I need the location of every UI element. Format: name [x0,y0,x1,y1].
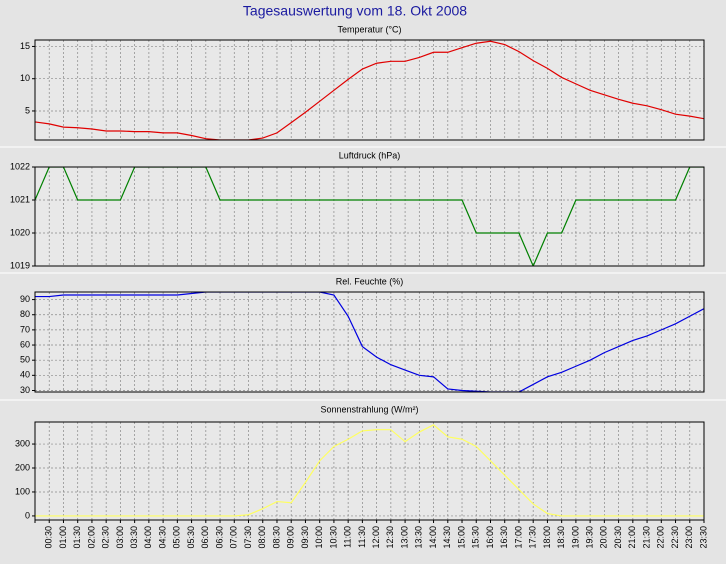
x-tick-label: 10:30 [328,526,338,549]
plot-border [34,39,705,141]
y-tick-label: 70 [20,324,30,334]
x-tick-label: 02:00 [86,526,96,549]
plot-border [34,421,705,521]
x-tick-label: 18:30 [556,526,566,549]
x-tick-label: 16:30 [499,526,509,549]
x-tick-label: 17:30 [528,526,538,549]
x-tick-label: 02:30 [101,526,111,549]
x-tick-label: 21:00 [627,526,637,549]
x-tick-label: 10:00 [314,526,324,549]
x-tick-label: 05:00 [172,526,182,549]
plot-area [35,422,704,520]
panel-title: Temperatur (°C) [337,24,401,34]
x-tick-label: 16:00 [485,526,495,549]
y-tick-label: 40 [20,370,30,380]
y-tick-label: 1020 [10,227,30,237]
y-tick-label: 5 [25,105,30,115]
x-tick-label: 11:00 [343,526,353,548]
plot-area [35,167,704,266]
x-tick-label: 07:30 [243,526,253,549]
x-tick-label: 06:30 [214,526,224,549]
y-tick-label: 100 [15,486,30,496]
y-tick-label: 1019 [10,260,30,270]
x-tick-label: 18:00 [542,526,552,549]
data-line [35,40,704,140]
x-tick-label: 13:00 [399,526,409,549]
x-tick-label: 20:00 [599,526,609,549]
y-tick-label: 0 [25,510,30,520]
x-tick-label: 19:30 [585,526,595,549]
x-tick-label: 15:00 [456,526,466,549]
x-tick-label: 03:00 [115,526,125,549]
x-tick-label: 07:00 [229,526,239,549]
data-line [35,424,704,517]
panel-title: Sonnenstrahlung (W/m²) [320,404,418,414]
x-tick-label: 09:30 [300,526,310,549]
x-tick-label: 09:00 [286,526,296,549]
main-title: Tagesauswertung vom 18. Okt 2008 [243,3,467,19]
x-tick-label: 20:30 [613,526,623,549]
plot-area [35,40,704,140]
y-tick-label: 10 [20,73,30,83]
y-tick-label: 1021 [10,194,30,204]
x-tick-label: 15:30 [471,526,481,549]
x-tick-label: 23:00 [684,526,694,549]
x-tick-label: 12:00 [371,526,381,549]
x-tick-label: 01:30 [72,526,82,549]
x-tick-label: 03:30 [129,526,139,549]
x-tick-label: 04:30 [157,526,167,549]
panel-title: Rel. Feuchte (%) [336,276,404,286]
x-tick-label: 23:30 [698,526,708,549]
x-tick-label: 21:30 [641,526,651,549]
x-tick-label: 01:00 [58,526,68,549]
x-tick-label: 08:30 [271,526,281,549]
x-tick-label: 00:30 [44,526,54,549]
x-tick-label: 14:30 [442,526,452,549]
x-tick-label: 22:00 [656,526,666,549]
y-tick-label: 50 [20,355,30,365]
y-tick-label: 90 [20,294,30,304]
plot-border [34,291,705,393]
x-tick-label: 12:30 [385,526,395,549]
y-tick-label: 80 [20,309,30,319]
x-tick-label: 14:00 [428,526,438,549]
y-tick-label: 300 [15,438,30,448]
plot-area [35,292,704,392]
y-tick-label: 60 [20,339,30,349]
panel-title: Luftdruck (hPa) [339,150,401,160]
y-tick-label: 15 [20,41,30,51]
x-tick-label: 22:30 [670,526,680,549]
y-tick-label: 200 [15,462,30,472]
data-line [35,167,704,266]
x-tick-label: 06:00 [200,526,210,549]
x-tick-label: 17:00 [513,526,523,549]
x-tick-label: 19:00 [570,526,580,549]
y-tick-label: 30 [20,385,30,395]
x-tick-label: 08:00 [257,526,267,549]
x-tick-label: 04:00 [143,526,153,549]
y-tick-label: 1022 [10,161,30,171]
plot-border [34,166,705,267]
data-line [35,292,704,392]
x-tick-label: 11:30 [357,526,367,548]
x-tick-label: 13:30 [414,526,424,549]
x-tick-label: 05:30 [186,526,196,549]
